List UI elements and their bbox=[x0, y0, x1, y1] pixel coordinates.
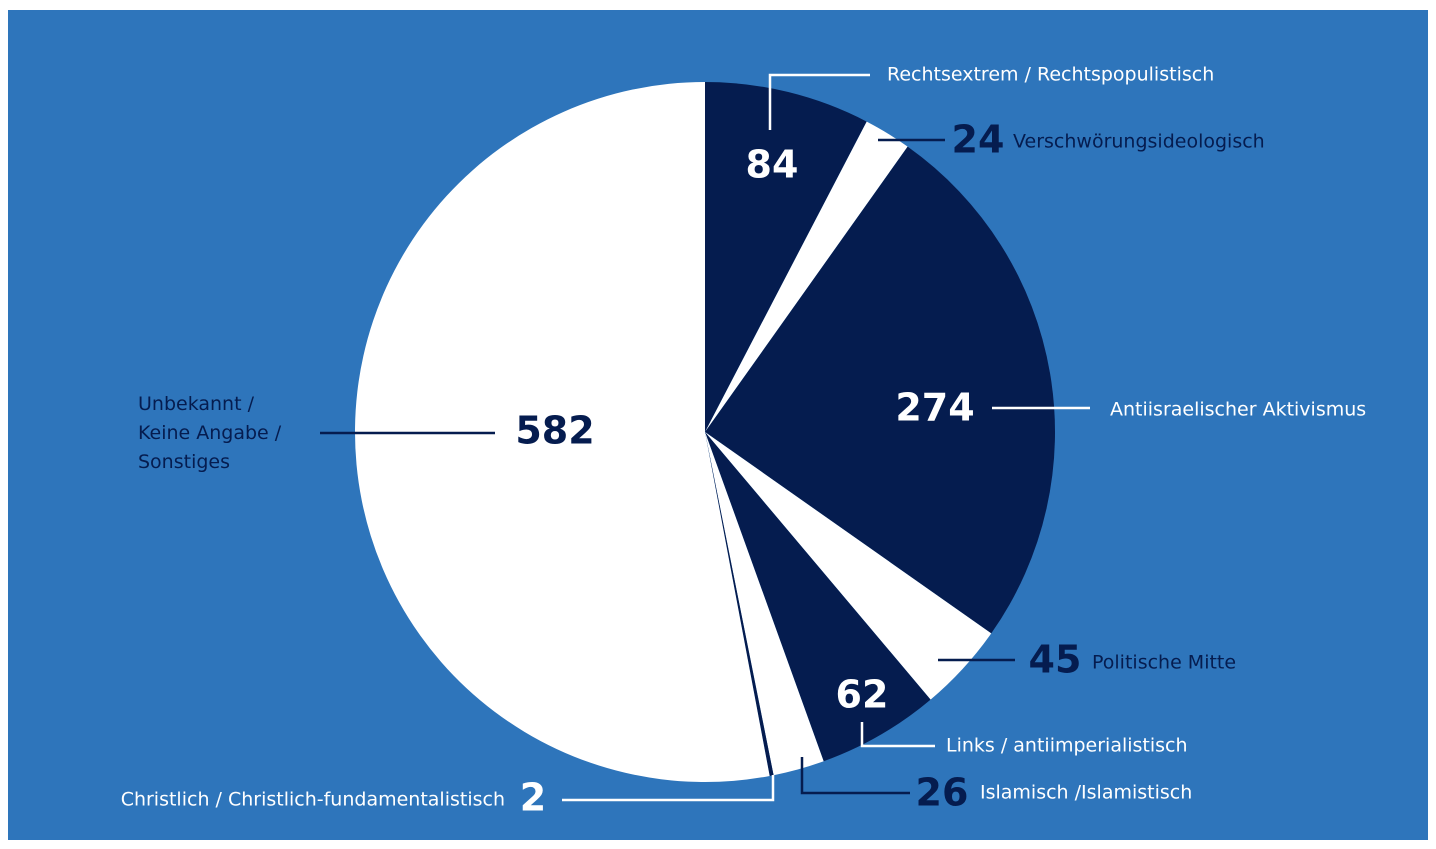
value-label: 62 bbox=[836, 673, 889, 717]
category-label: Christlich / Christlich-fundamentalistis… bbox=[121, 789, 505, 811]
value-label: 84 bbox=[746, 143, 799, 187]
leader-line bbox=[800, 757, 910, 795]
leader-line bbox=[562, 775, 775, 802]
pie-slice bbox=[705, 432, 774, 776]
category-label: Verschwörungsideologisch bbox=[1013, 131, 1265, 153]
category-label: Politische Mitte bbox=[1092, 652, 1236, 674]
value-label: 24 bbox=[952, 118, 1005, 162]
pie-slice bbox=[355, 82, 770, 782]
pie-slice bbox=[705, 121, 908, 433]
value-label: 45 bbox=[1029, 638, 1082, 682]
category-label: Rechtsextrem / Rechtspopulistisch bbox=[887, 64, 1214, 86]
category-label: Unbekannt / Keine Angabe / Sonstiges bbox=[138, 393, 282, 473]
value-label: 274 bbox=[895, 386, 974, 430]
pie-slice bbox=[705, 432, 992, 700]
value-label: 26 bbox=[916, 771, 969, 815]
category-label: Antiisraelischer Aktivismus bbox=[1110, 399, 1366, 421]
category-label-box: Unbekannt / Keine Angabe / Sonstiges bbox=[138, 393, 282, 473]
pie-slice bbox=[705, 432, 931, 762]
leader-line bbox=[860, 722, 935, 748]
category-label: Islamisch /Islamistisch bbox=[980, 782, 1192, 804]
category-label: Links / antiimperialistisch bbox=[946, 735, 1188, 757]
leader-line bbox=[768, 73, 870, 130]
pie-slice bbox=[705, 82, 867, 432]
pie-slice bbox=[705, 432, 824, 776]
pie-slice bbox=[705, 146, 1055, 634]
value-label: 2 bbox=[520, 776, 546, 820]
value-label: 582 bbox=[515, 409, 594, 453]
